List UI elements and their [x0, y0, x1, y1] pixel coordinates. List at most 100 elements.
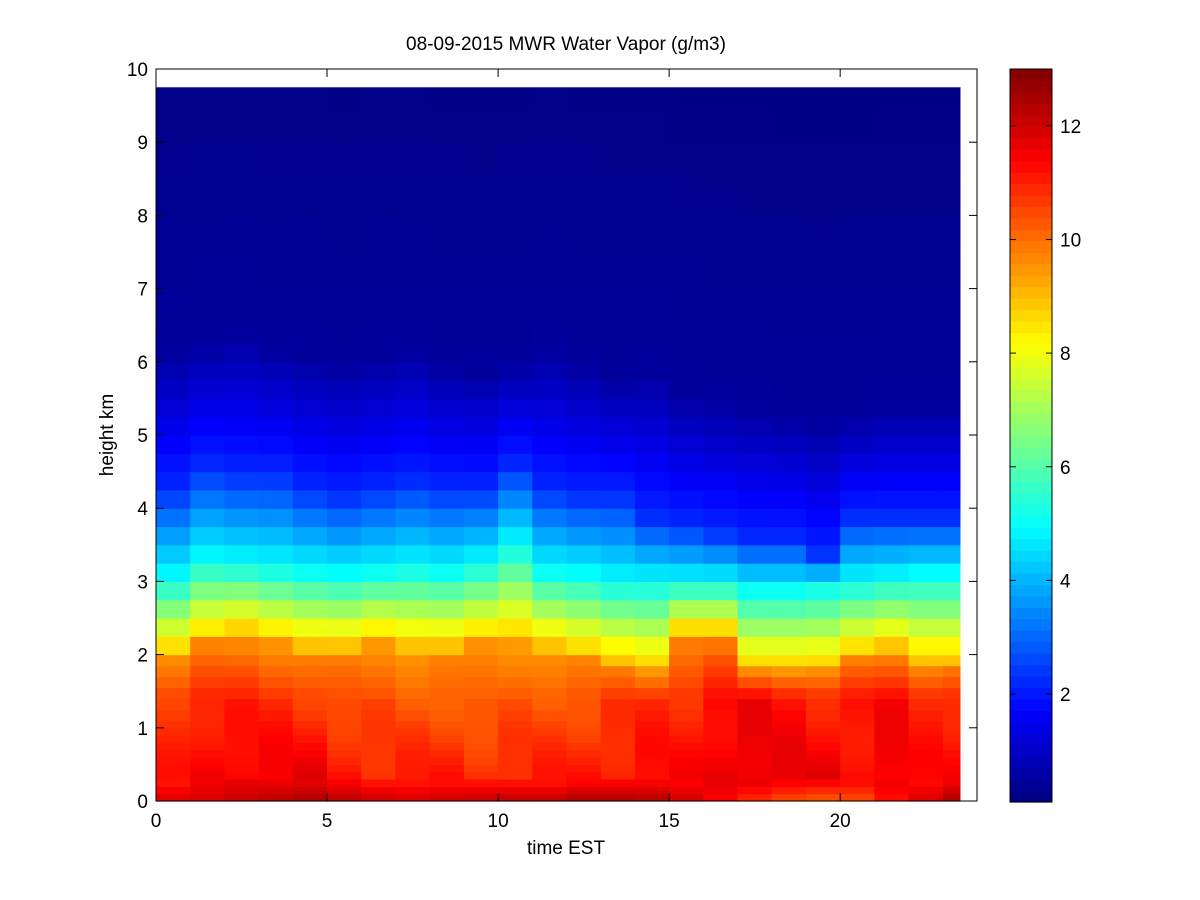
heatmap-cell	[908, 398, 944, 418]
heatmap-cell	[771, 288, 807, 326]
heatmap-cell	[292, 416, 328, 436]
heatmap-cell	[258, 380, 294, 399]
heatmap-cell	[156, 786, 191, 795]
heatmap-cell	[566, 343, 602, 363]
heatmap-cell	[429, 764, 465, 773]
heatmap-cell	[258, 779, 294, 787]
heatmap-cell	[258, 742, 294, 751]
heatmap-cell	[908, 453, 944, 473]
heatmap-cell	[395, 215, 431, 253]
heatmap-cell	[532, 749, 568, 758]
heatmap-cell	[942, 508, 961, 528]
heatmap-cell	[361, 687, 397, 700]
heatmap-cell	[908, 325, 944, 345]
heatmap-cell	[429, 215, 465, 253]
heatmap-cell	[805, 764, 841, 773]
heatmap-cell	[840, 343, 875, 363]
heatmap-cell	[771, 698, 807, 711]
heatmap-cell	[942, 742, 961, 751]
heatmap-cell	[805, 325, 841, 345]
heatmap-cell	[600, 471, 636, 491]
heatmap-cell	[292, 105, 328, 143]
heatmap-cell	[429, 105, 465, 143]
heatmap-cell	[737, 735, 773, 744]
heatmap-cell	[258, 599, 294, 619]
heatmap-cell	[600, 489, 636, 509]
heatmap-cell	[429, 252, 465, 290]
heatmap-cell	[669, 380, 704, 399]
heatmap-cell	[395, 508, 431, 528]
heatmap-cell	[634, 793, 670, 802]
heatmap-cell	[361, 544, 397, 564]
heatmap-cell	[805, 544, 841, 564]
heatmap-cell	[327, 343, 362, 363]
heatmap-cell	[395, 489, 431, 509]
colorbar-tick-label: 4	[1060, 571, 1071, 592]
y-axis-ticks: 0 1 2 3 4 5 6 7 8 9 10	[127, 60, 977, 813]
heatmap-cell	[498, 581, 533, 601]
heatmap-cell	[874, 563, 910, 582]
heatmap-cell	[703, 764, 739, 773]
heatmap-cell	[703, 735, 739, 744]
heatmap-cell	[224, 727, 260, 736]
heatmap-cell	[840, 453, 875, 473]
heatmap-cell	[634, 380, 670, 399]
heatmap-cell	[942, 325, 961, 345]
heatmap-cell	[634, 720, 670, 729]
heatmap-cell	[942, 665, 961, 678]
heatmap-cell	[771, 757, 807, 765]
heatmap-cell	[532, 786, 568, 795]
heatmap-cell	[156, 676, 191, 689]
heatmap-cell	[498, 178, 533, 216]
heatmap-cell	[771, 720, 807, 729]
heatmap-cell	[805, 489, 841, 509]
heatmap-cell	[942, 105, 961, 143]
heatmap-cell	[292, 489, 328, 509]
heatmap-cell	[805, 618, 841, 637]
heatmap-cell	[156, 252, 191, 290]
heatmap-cell	[190, 779, 226, 787]
heatmap-cell	[395, 87, 431, 107]
heatmap-cell	[942, 361, 961, 381]
heatmap-cell	[361, 735, 397, 744]
heatmap-cell	[190, 771, 226, 780]
heatmap-cell	[532, 698, 568, 711]
heatmap-cell	[395, 105, 431, 143]
heatmap-cell	[224, 599, 260, 619]
heatmap-cell	[292, 471, 328, 491]
colorbar-band	[1010, 80, 1052, 93]
heatmap-cell	[429, 435, 465, 454]
colorbar-band	[1010, 275, 1052, 288]
heatmap-cell	[600, 757, 636, 765]
heatmap-cell	[634, 742, 670, 751]
heatmap-cell	[258, 508, 294, 528]
heatmap-cell	[908, 87, 944, 107]
heatmap-cell	[190, 599, 226, 619]
heatmap-cell	[634, 526, 670, 546]
heatmap-cell	[908, 178, 944, 216]
heatmap-cell	[737, 757, 773, 765]
heatmap-cell	[908, 665, 944, 678]
heatmap-cell	[292, 87, 328, 107]
heatmap-cell	[600, 764, 636, 773]
heatmap-cell	[874, 654, 910, 667]
heatmap-cell	[429, 544, 465, 564]
heatmap-cell	[840, 489, 875, 509]
heatmap-cell	[292, 178, 328, 216]
heatmap-cell	[190, 618, 226, 637]
heatmap-cell	[498, 361, 533, 381]
heatmap-cell	[532, 742, 568, 751]
heatmap-cell	[600, 749, 636, 758]
heatmap-cell	[498, 526, 533, 546]
heatmap-cell	[327, 709, 362, 722]
heatmap-cell	[532, 563, 568, 582]
heatmap-cell	[156, 735, 191, 744]
heatmap-cell	[566, 361, 602, 381]
heatmap-cell	[908, 526, 944, 546]
heatmap-cell	[874, 252, 910, 290]
heatmap-cell	[258, 764, 294, 773]
heatmap-cell	[190, 87, 226, 107]
x-tick-label: 10	[488, 811, 509, 832]
heatmap-cell	[258, 544, 294, 564]
heatmap-cell	[669, 435, 704, 454]
